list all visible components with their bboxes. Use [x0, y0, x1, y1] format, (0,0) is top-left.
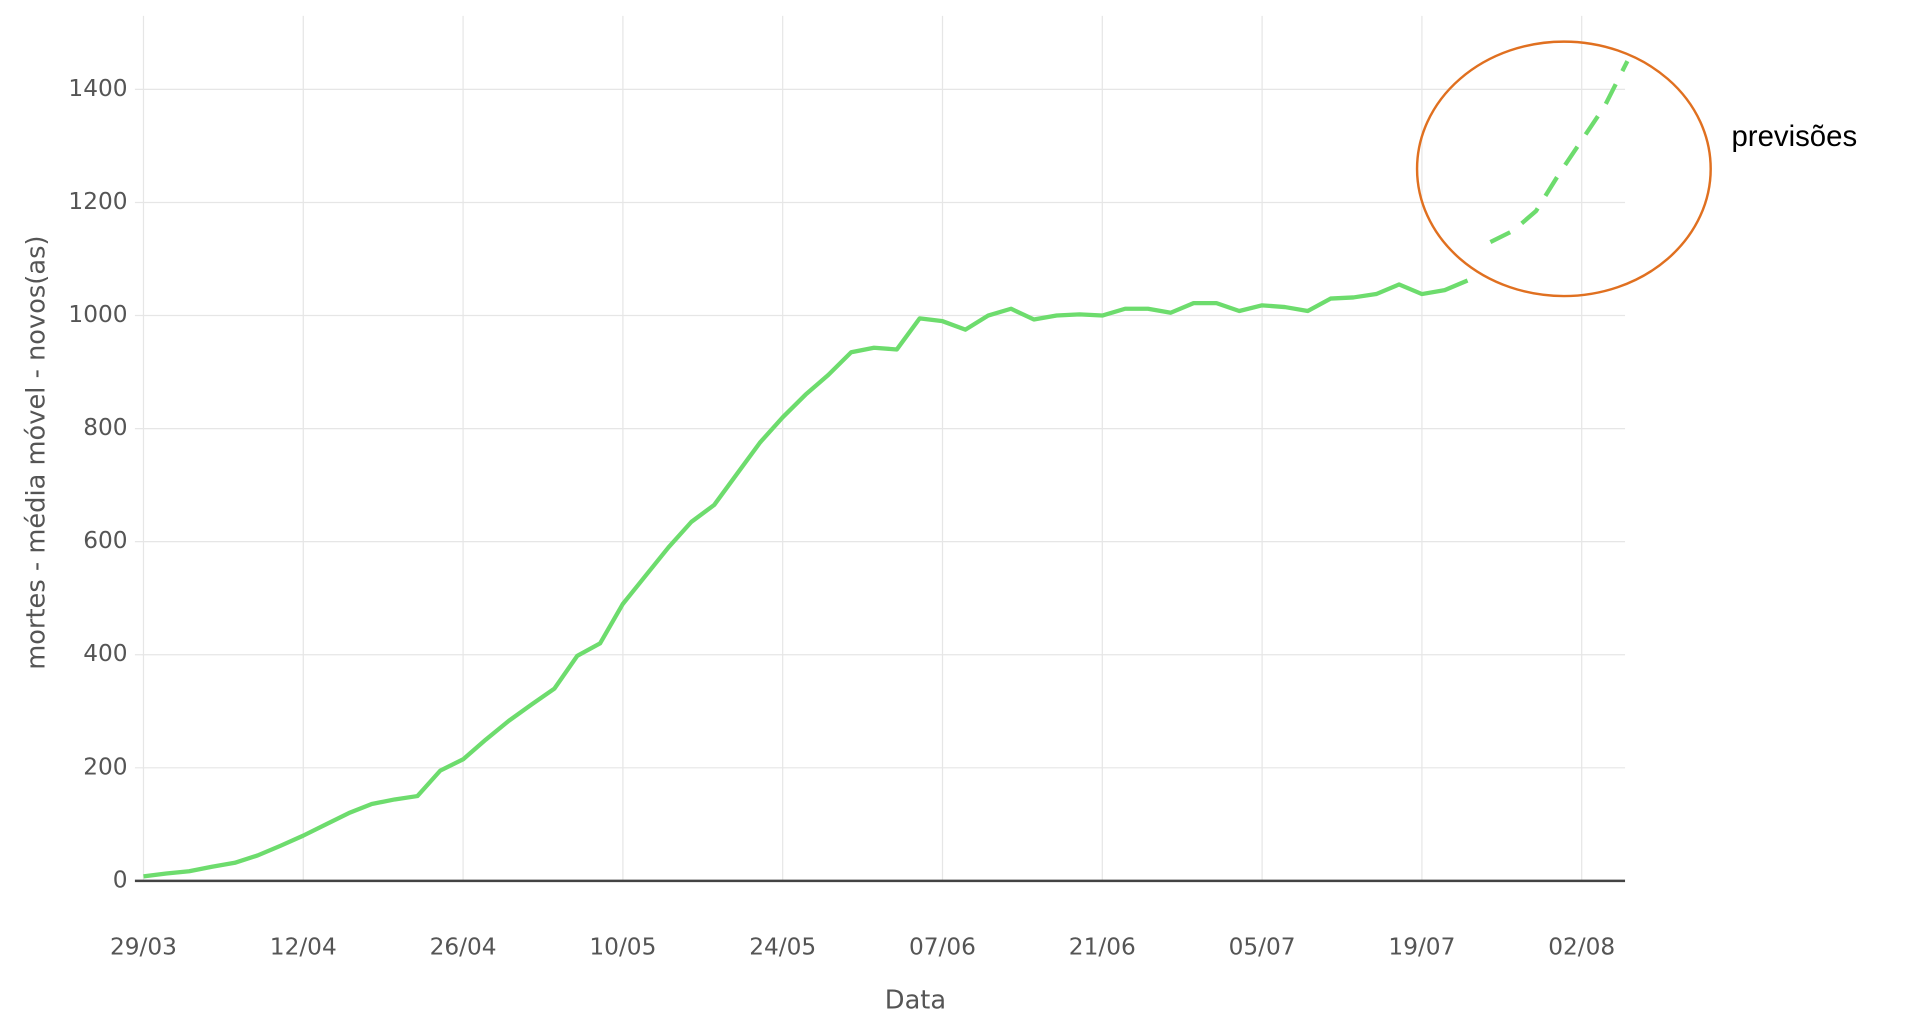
y-tick-label: 200	[83, 753, 127, 780]
x-tick-label: 02/08	[1548, 934, 1615, 961]
y-tick-label: 0	[113, 866, 128, 893]
line	[143, 278, 1469, 879]
x-axis-title: Data	[885, 985, 946, 1013]
x-tick-label: 07/06	[909, 934, 976, 961]
y-tick-label: 1400	[68, 75, 127, 102]
x-tick-label: 12/04	[270, 934, 337, 961]
y-tick-label: 600	[83, 527, 127, 554]
x-tick-label: 26/04	[430, 934, 497, 961]
x-tick-label: 10/05	[589, 934, 656, 961]
y-tick-label: 1200	[68, 188, 127, 215]
annotation-circle	[1415, 40, 1712, 298]
line	[1489, 60, 1630, 244]
x-tick-label: 29/03	[110, 934, 177, 961]
y-tick-label: 400	[83, 640, 127, 667]
plot: 29/03 12/04 26/04 10/05 24/05 07/06 21/06 05/07…	[68, 15, 1630, 961]
y-tick-label: 1000	[68, 301, 127, 328]
x-tick-label: 05/07	[1229, 934, 1296, 961]
y-axis-title: mortes - média móvel - novos(as)	[22, 236, 52, 670]
x-tick-label: 19/07	[1388, 934, 1455, 961]
x-tick-label: 21/06	[1069, 934, 1136, 961]
y-tick-label: 800	[83, 414, 127, 441]
x-tick-label: 24/05	[749, 934, 816, 961]
annotation: previsões	[1731, 120, 1857, 153]
